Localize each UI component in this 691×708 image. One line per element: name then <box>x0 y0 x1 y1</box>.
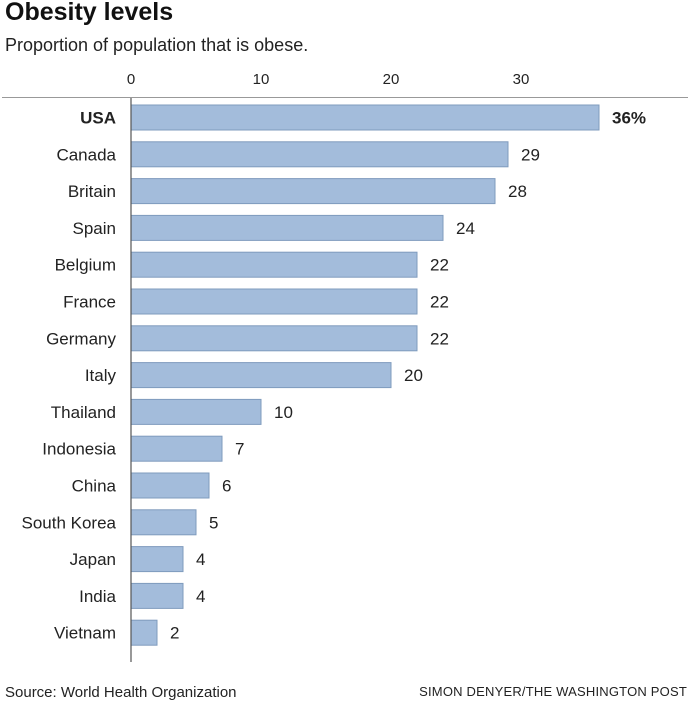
value-label: 22 <box>430 293 449 312</box>
category-label: Britain <box>68 182 116 201</box>
category-label: Thailand <box>51 403 116 422</box>
value-label: 22 <box>430 256 449 275</box>
bar-france <box>130 288 418 315</box>
category-label: Italy <box>85 366 117 385</box>
category-label: Belgium <box>55 256 116 275</box>
value-label: 36% <box>612 109 646 128</box>
value-label: 28 <box>508 182 527 201</box>
bar-spain <box>130 214 444 241</box>
bar-vietnam <box>130 619 158 646</box>
value-label: 24 <box>456 219 475 238</box>
value-label: 6 <box>222 477 231 496</box>
value-label: 10 <box>274 403 293 422</box>
x-tick-label: 0 <box>127 71 135 88</box>
bar-china <box>130 472 210 499</box>
category-label: South Korea <box>21 513 116 532</box>
category-label: India <box>79 587 116 606</box>
bar-japan <box>130 546 184 573</box>
value-label: 20 <box>404 366 423 385</box>
category-label: Canada <box>56 145 116 164</box>
x-tick-label: 20 <box>383 71 400 88</box>
bar-thailand <box>130 398 262 425</box>
value-label: 29 <box>521 145 540 164</box>
value-label: 7 <box>235 440 244 459</box>
source-note: Source: World Health Organization <box>5 684 237 701</box>
x-tick-label: 30 <box>513 71 530 88</box>
value-label: 4 <box>196 587 205 606</box>
value-label: 2 <box>170 624 179 643</box>
category-label: Spain <box>73 219 116 238</box>
value-label: 22 <box>430 329 449 348</box>
bar-germany <box>130 325 418 352</box>
bar-indonesia <box>130 435 223 462</box>
bar-italy <box>130 362 392 389</box>
credit-line: SIMON DENYER/THE WASHINGTON POST <box>419 684 687 699</box>
category-label: Japan <box>70 550 116 569</box>
x-tick-label: 10 <box>253 71 270 88</box>
value-label: 5 <box>209 513 218 532</box>
bar-belgium <box>130 251 418 278</box>
category-label: China <box>72 477 117 496</box>
category-label: Germany <box>46 329 116 348</box>
chart-title: Obesity levels <box>5 0 174 26</box>
category-label: USA <box>80 109 116 128</box>
chart-subtitle: Proportion of population that is obese. <box>5 35 309 55</box>
value-label: 4 <box>196 550 205 569</box>
category-label: Vietnam <box>54 624 116 643</box>
category-label: Indonesia <box>42 440 116 459</box>
bar-india <box>130 582 184 609</box>
bar-usa <box>130 104 600 131</box>
bar-britain <box>130 178 496 205</box>
bar-canada <box>130 141 509 168</box>
bar-south-korea <box>130 509 197 536</box>
category-label: France <box>63 293 116 312</box>
